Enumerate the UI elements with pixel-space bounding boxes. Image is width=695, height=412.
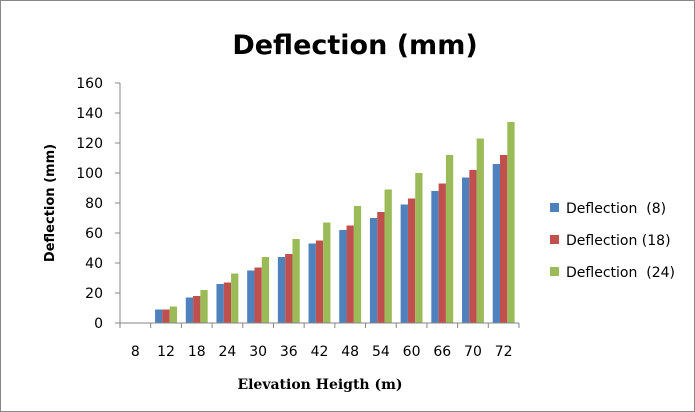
bar <box>254 267 262 323</box>
legend-label: Deflection (18) <box>566 233 671 249</box>
legend-swatch <box>550 235 559 244</box>
y-tick-label: 140 <box>76 106 103 122</box>
bar <box>169 306 177 323</box>
bar <box>185 297 194 323</box>
bar <box>377 212 385 323</box>
y-tick-label: 20 <box>85 286 103 302</box>
bar <box>415 173 423 323</box>
bar <box>507 122 515 323</box>
x-tick-label: 72 <box>495 344 513 360</box>
bar <box>315 240 324 323</box>
x-tick-label: 18 <box>188 344 206 360</box>
legend-label: Deflection (8) <box>566 201 666 217</box>
bar <box>231 273 239 323</box>
x-tick-label: 66 <box>433 344 451 360</box>
y-tick-label: 100 <box>76 166 103 182</box>
y-tick-label: 60 <box>85 226 103 242</box>
bar <box>155 309 163 323</box>
bar <box>339 230 347 323</box>
bar <box>500 155 508 323</box>
bar <box>162 309 170 323</box>
legend-swatch <box>550 267 559 276</box>
bar <box>346 225 354 323</box>
bar <box>277 257 286 323</box>
x-tick-label: 48 <box>341 344 359 360</box>
bar <box>492 164 500 323</box>
x-tick-label: 54 <box>372 344 390 360</box>
bar <box>353 206 362 323</box>
x-axis-ticks: 8 12 18 24 30 36 42 48 54 60 66 70 72 <box>119 323 520 360</box>
plot-area <box>119 83 519 324</box>
legend: Deflection (8) Deflection (18) Deflection … <box>550 201 675 281</box>
bar <box>445 155 454 323</box>
bar <box>476 138 484 323</box>
x-tick-label: 36 <box>280 344 298 360</box>
y-tick-label: 40 <box>85 256 103 272</box>
x-tick-label: 24 <box>219 344 237 360</box>
y-tick-label: 120 <box>76 136 103 152</box>
bar <box>216 284 224 323</box>
bar <box>369 218 378 323</box>
bar <box>407 198 416 323</box>
bar <box>400 204 408 323</box>
bar <box>193 296 201 323</box>
bar <box>261 257 270 323</box>
bar <box>292 239 300 323</box>
bar <box>469 170 477 323</box>
chart-title: Deflection (mm) <box>232 30 477 61</box>
bar <box>285 254 293 323</box>
x-tick-label: 30 <box>249 344 267 360</box>
bar <box>247 270 255 323</box>
legend-swatch <box>550 203 559 212</box>
legend-label: Deflection (24) <box>566 265 675 281</box>
bar <box>223 282 232 323</box>
x-tick-label: 60 <box>403 344 421 360</box>
bar <box>431 191 439 323</box>
y-tick-label: 80 <box>85 196 103 212</box>
y-axis-ticks: 0 20 40 60 80 100 120 140 160 <box>76 76 120 332</box>
x-tick-label: 70 <box>464 344 482 360</box>
x-tick-label: 8 <box>131 344 140 360</box>
x-tick-label: 42 <box>311 344 329 360</box>
bar <box>200 290 208 323</box>
x-axis-label: Elevation Heigth (m) <box>237 377 402 393</box>
bar <box>438 183 446 323</box>
bar <box>462 177 470 323</box>
y-tick-label: 160 <box>76 76 103 92</box>
x-tick-label: 12 <box>157 344 175 360</box>
y-tick-label: 0 <box>94 316 103 332</box>
bar <box>308 243 316 323</box>
y-axis-label: Deflection (mm) <box>43 144 58 262</box>
bar <box>384 189 392 323</box>
bar <box>323 222 331 323</box>
